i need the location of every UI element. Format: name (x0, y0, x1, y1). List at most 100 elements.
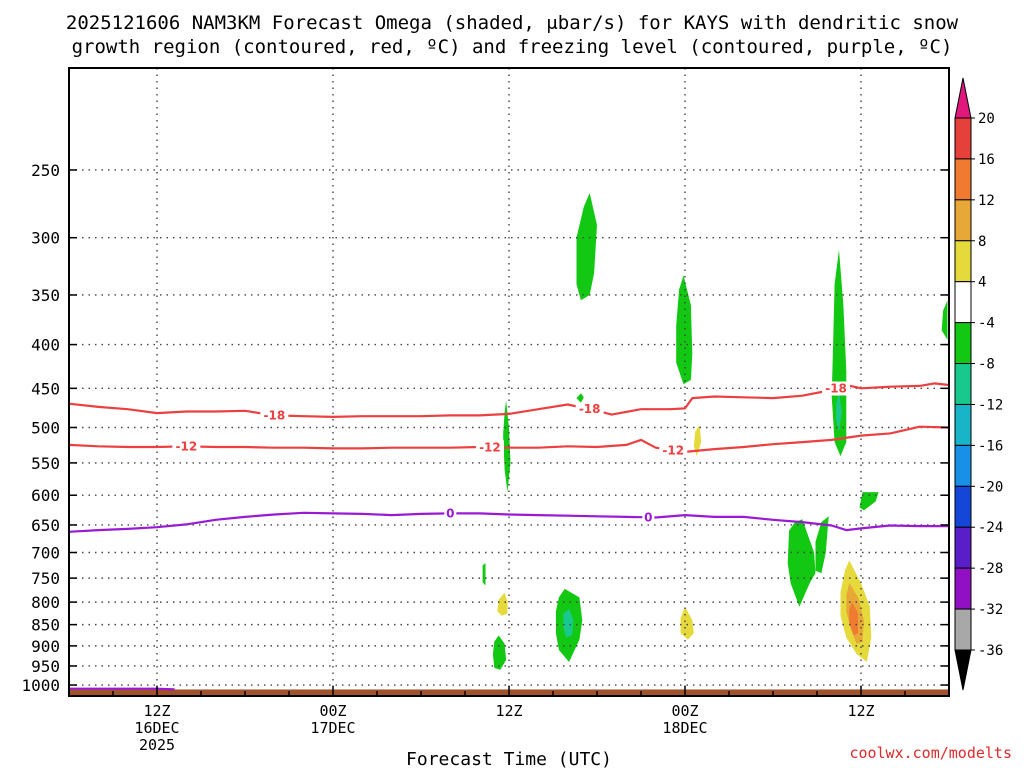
colorbar-label: -28 (978, 561, 1003, 577)
contour-label-bg (444, 506, 457, 521)
colorbar-swatch (954, 444, 972, 487)
omega-region (576, 193, 597, 301)
colorbar-label: 8 (978, 234, 986, 250)
colorbar-swatch (954, 608, 972, 651)
omega-region (787, 519, 816, 607)
colorbar-swatch (954, 281, 972, 324)
contour-line (69, 687, 175, 691)
colorbar-label: 20 (978, 111, 995, 127)
contour-label: 0 (644, 510, 652, 524)
omega-region (503, 400, 511, 493)
contour-label: -18 (579, 402, 601, 416)
colorbar-label: -8 (978, 357, 995, 373)
x-axis-label: Forecast Time (UTC) (406, 749, 612, 768)
x-tick-label: 00Z (319, 702, 346, 720)
colorbar-label: 4 (978, 275, 986, 291)
contour-label-bg (659, 443, 688, 458)
contour-line (69, 425, 949, 453)
omega-region (676, 275, 693, 385)
colorbar-top-arrow (954, 77, 972, 119)
plot-area (69, 68, 949, 696)
contour-label-bg (172, 439, 201, 454)
y-tick-label: 950 (31, 657, 60, 676)
x-tick-label: 00Z (671, 702, 698, 720)
colorbar-swatch (954, 567, 972, 610)
y-tick-label: 650 (31, 516, 60, 535)
colorbar-label: 16 (978, 152, 995, 168)
omega-region (482, 563, 486, 586)
colorbar-swatch (954, 526, 972, 569)
contour-label-bg (575, 402, 604, 417)
y-tick-label: 250 (31, 161, 60, 180)
colorbar-swatch (954, 322, 972, 365)
y-tick-label: 550 (31, 454, 60, 473)
y-tick-label: 600 (31, 486, 60, 505)
y-tick-label: 400 (31, 336, 60, 355)
colorbar-swatch (954, 158, 972, 201)
colorbar-label: -4 (978, 316, 995, 332)
y-tick-label: 300 (31, 229, 60, 248)
omega-region (836, 392, 842, 432)
y-tick-label: 350 (31, 286, 60, 305)
omega-region (563, 609, 574, 638)
omega-region (815, 516, 829, 574)
colorbar-swatch (954, 485, 972, 528)
contour-label: -18 (825, 382, 847, 396)
x-tick-label: 18DEC (662, 719, 707, 737)
colorbar-bottom-arrow (954, 649, 972, 691)
colorbar-label: -16 (978, 438, 1003, 454)
contour-label: -12 (175, 439, 197, 453)
y-tick-label: 750 (31, 569, 60, 588)
colorbar-swatch (954, 240, 972, 283)
y-tick-label: 900 (31, 637, 60, 656)
contour-label-bg (260, 408, 289, 423)
colorbar-swatch (954, 199, 972, 242)
colorbar-label: -24 (978, 520, 1003, 536)
omega-region (693, 425, 702, 457)
grid-layer (69, 68, 949, 696)
contour-label-bg (642, 510, 655, 525)
omega-region (576, 393, 584, 403)
x-tick-label: 17DEC (310, 719, 355, 737)
colorbar-label: -12 (978, 397, 1003, 413)
colorbar-label: -32 (978, 602, 1003, 618)
x-tick-label: 16DEC (134, 719, 179, 737)
omega-region (831, 249, 847, 457)
contour-label-bg (475, 440, 504, 455)
contour-label-bg (822, 381, 851, 396)
y-tick-label: 450 (31, 379, 60, 398)
omega-region (680, 606, 694, 640)
credit-text: coolwx.com/modelts (849, 744, 1012, 762)
y-tick-label: 700 (31, 544, 60, 563)
contour-label-layer: -18 -18 -18 -12 -12 -12 0 0 (172, 381, 851, 525)
omega-region (849, 602, 859, 636)
colorbar-label: -36 (978, 643, 1003, 659)
contour-label: 0 (446, 506, 454, 520)
y-tick-label: 500 (31, 418, 60, 437)
omega-region (941, 300, 948, 340)
colorbar-swatch (954, 117, 972, 160)
x-tick-label: 2025 (139, 736, 175, 754)
omega-region (492, 635, 507, 670)
omega-region (497, 592, 508, 616)
x-tick-label: 12Z (847, 702, 874, 720)
omega-shading-layer (482, 193, 948, 670)
contour-label: -18 (263, 408, 285, 422)
chart-title-line2: growth region (contoured, red, ºC) and f… (72, 36, 953, 58)
contour-line (69, 511, 949, 533)
chart-title-line1: 2025121606 NAM3KM Forecast Omega (shaded… (66, 12, 959, 34)
x-tick-label: 12Z (143, 702, 170, 720)
colorbar-label: 12 (978, 193, 995, 209)
colorbar-swatch (954, 363, 972, 405)
colorbar-label: -20 (978, 479, 1003, 495)
colorbar-swatch (954, 403, 972, 446)
x-tick-label: 12Z (495, 702, 522, 720)
y-tick-label: 800 (31, 593, 60, 612)
y-axis: 250 300 350 400 450 500 550 600 650 700 750 800 850 9… (21, 161, 949, 695)
omega-region (859, 492, 879, 511)
contour-label: -12 (479, 440, 501, 454)
colorbar: 20 16 12 8 4 -4 -8 -12 -16 -20 -24 -28 -32 -36 (954, 77, 1003, 691)
y-tick-label: 850 (31, 616, 60, 635)
